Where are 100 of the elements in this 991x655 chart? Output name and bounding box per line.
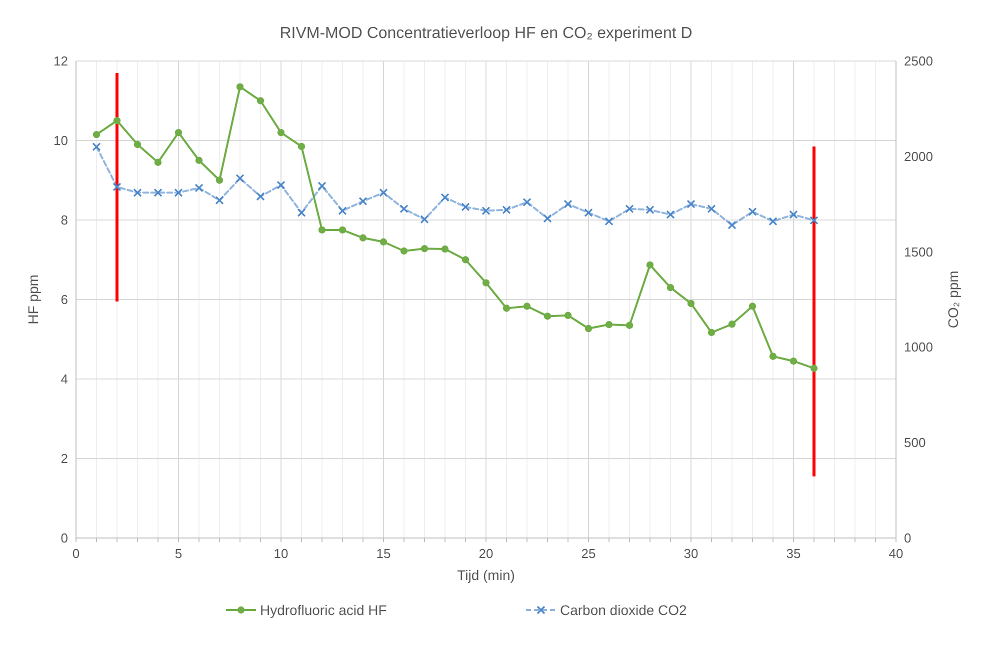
chart-title: RIVM-MOD Concentratieverloop HF en CO₂ experiment D	[280, 25, 692, 42]
y-tick-label: 12	[54, 54, 68, 68]
point	[482, 206, 490, 216]
point	[564, 312, 572, 319]
point	[154, 158, 162, 166]
point	[625, 204, 634, 214]
x-tick-label: 25	[581, 546, 596, 561]
point	[666, 210, 675, 219]
point	[646, 261, 654, 269]
x-tick-label: 35	[786, 546, 801, 561]
point	[338, 206, 347, 216]
point	[810, 364, 818, 372]
point	[461, 202, 470, 212]
point	[604, 216, 614, 226]
point	[359, 234, 367, 242]
y2-tick-label: 2000	[904, 148, 933, 164]
legend-label: Hydrofluoric acid HF	[260, 602, 387, 618]
point	[236, 83, 244, 90]
point	[708, 328, 716, 336]
point	[318, 182, 326, 190]
point	[318, 226, 326, 234]
point	[256, 192, 265, 201]
point	[400, 204, 408, 214]
point	[134, 140, 142, 148]
y2-tick-label: 0	[904, 530, 912, 546]
point	[584, 208, 593, 217]
point	[276, 180, 286, 190]
point	[154, 188, 162, 197]
point	[462, 256, 470, 264]
x-tick-label: 30	[684, 546, 698, 561]
point	[666, 284, 674, 292]
point	[686, 200, 696, 208]
y-tick-label: 6	[60, 292, 68, 307]
point	[687, 300, 695, 308]
x-tick-label: 40	[888, 546, 904, 561]
point	[92, 130, 100, 138]
point	[707, 204, 716, 214]
point	[522, 198, 532, 206]
point	[728, 320, 736, 328]
point	[297, 208, 306, 217]
x-tick-label: 10	[274, 546, 288, 561]
y-axis-title: HF ppm	[25, 274, 41, 324]
point	[338, 226, 346, 234]
x-tick-label: 20	[478, 546, 494, 561]
point	[790, 358, 798, 365]
y-tick-label: 8	[60, 212, 68, 228]
point	[789, 210, 798, 219]
y2-tick-label: 1000	[904, 340, 933, 355]
point	[216, 176, 224, 184]
point	[379, 188, 388, 197]
y2-axis-title: CO₂ ppm	[945, 270, 961, 328]
point	[728, 220, 736, 230]
point	[748, 207, 757, 216]
point	[605, 320, 613, 328]
y-tick-label: 0	[60, 530, 68, 546]
x-axis-title: Tijd (min)	[457, 567, 515, 583]
y2-tick-label: 2500	[904, 54, 933, 68]
point	[358, 196, 368, 206]
y2-tick-label: 500	[904, 435, 926, 450]
point	[380, 238, 388, 246]
y-tick-label: 10	[54, 133, 68, 148]
point	[194, 184, 204, 192]
y-tick-label: 2	[60, 451, 68, 466]
point	[768, 216, 778, 226]
point	[626, 322, 634, 329]
point	[482, 279, 490, 286]
point	[400, 247, 408, 255]
legend-label: Carbon dioxide CO2	[560, 602, 688, 618]
x-tick-label: 15	[376, 546, 391, 561]
x-tick-label: 5	[174, 546, 182, 561]
point	[174, 188, 183, 197]
point	[769, 352, 777, 360]
point	[92, 142, 101, 152]
point	[646, 206, 654, 214]
point	[544, 312, 552, 320]
point	[215, 196, 224, 205]
point	[564, 200, 572, 208]
point	[543, 214, 552, 223]
point	[277, 128, 285, 136]
point	[420, 245, 428, 252]
point	[748, 302, 756, 310]
point	[112, 182, 122, 192]
point	[133, 188, 142, 197]
y-tick-label: 4	[60, 372, 68, 386]
point	[174, 128, 182, 136]
x-tick-label: 0	[72, 546, 80, 561]
point	[420, 215, 429, 224]
point	[523, 302, 531, 310]
point	[236, 174, 244, 183]
point	[502, 304, 510, 312]
point	[298, 142, 306, 150]
point	[502, 206, 511, 214]
point	[810, 216, 818, 225]
point	[113, 117, 121, 124]
point	[584, 324, 592, 332]
point	[441, 245, 449, 253]
point	[195, 156, 203, 164]
point	[256, 97, 264, 104]
y2-tick-label: 1500	[904, 244, 933, 260]
point	[440, 193, 450, 202]
